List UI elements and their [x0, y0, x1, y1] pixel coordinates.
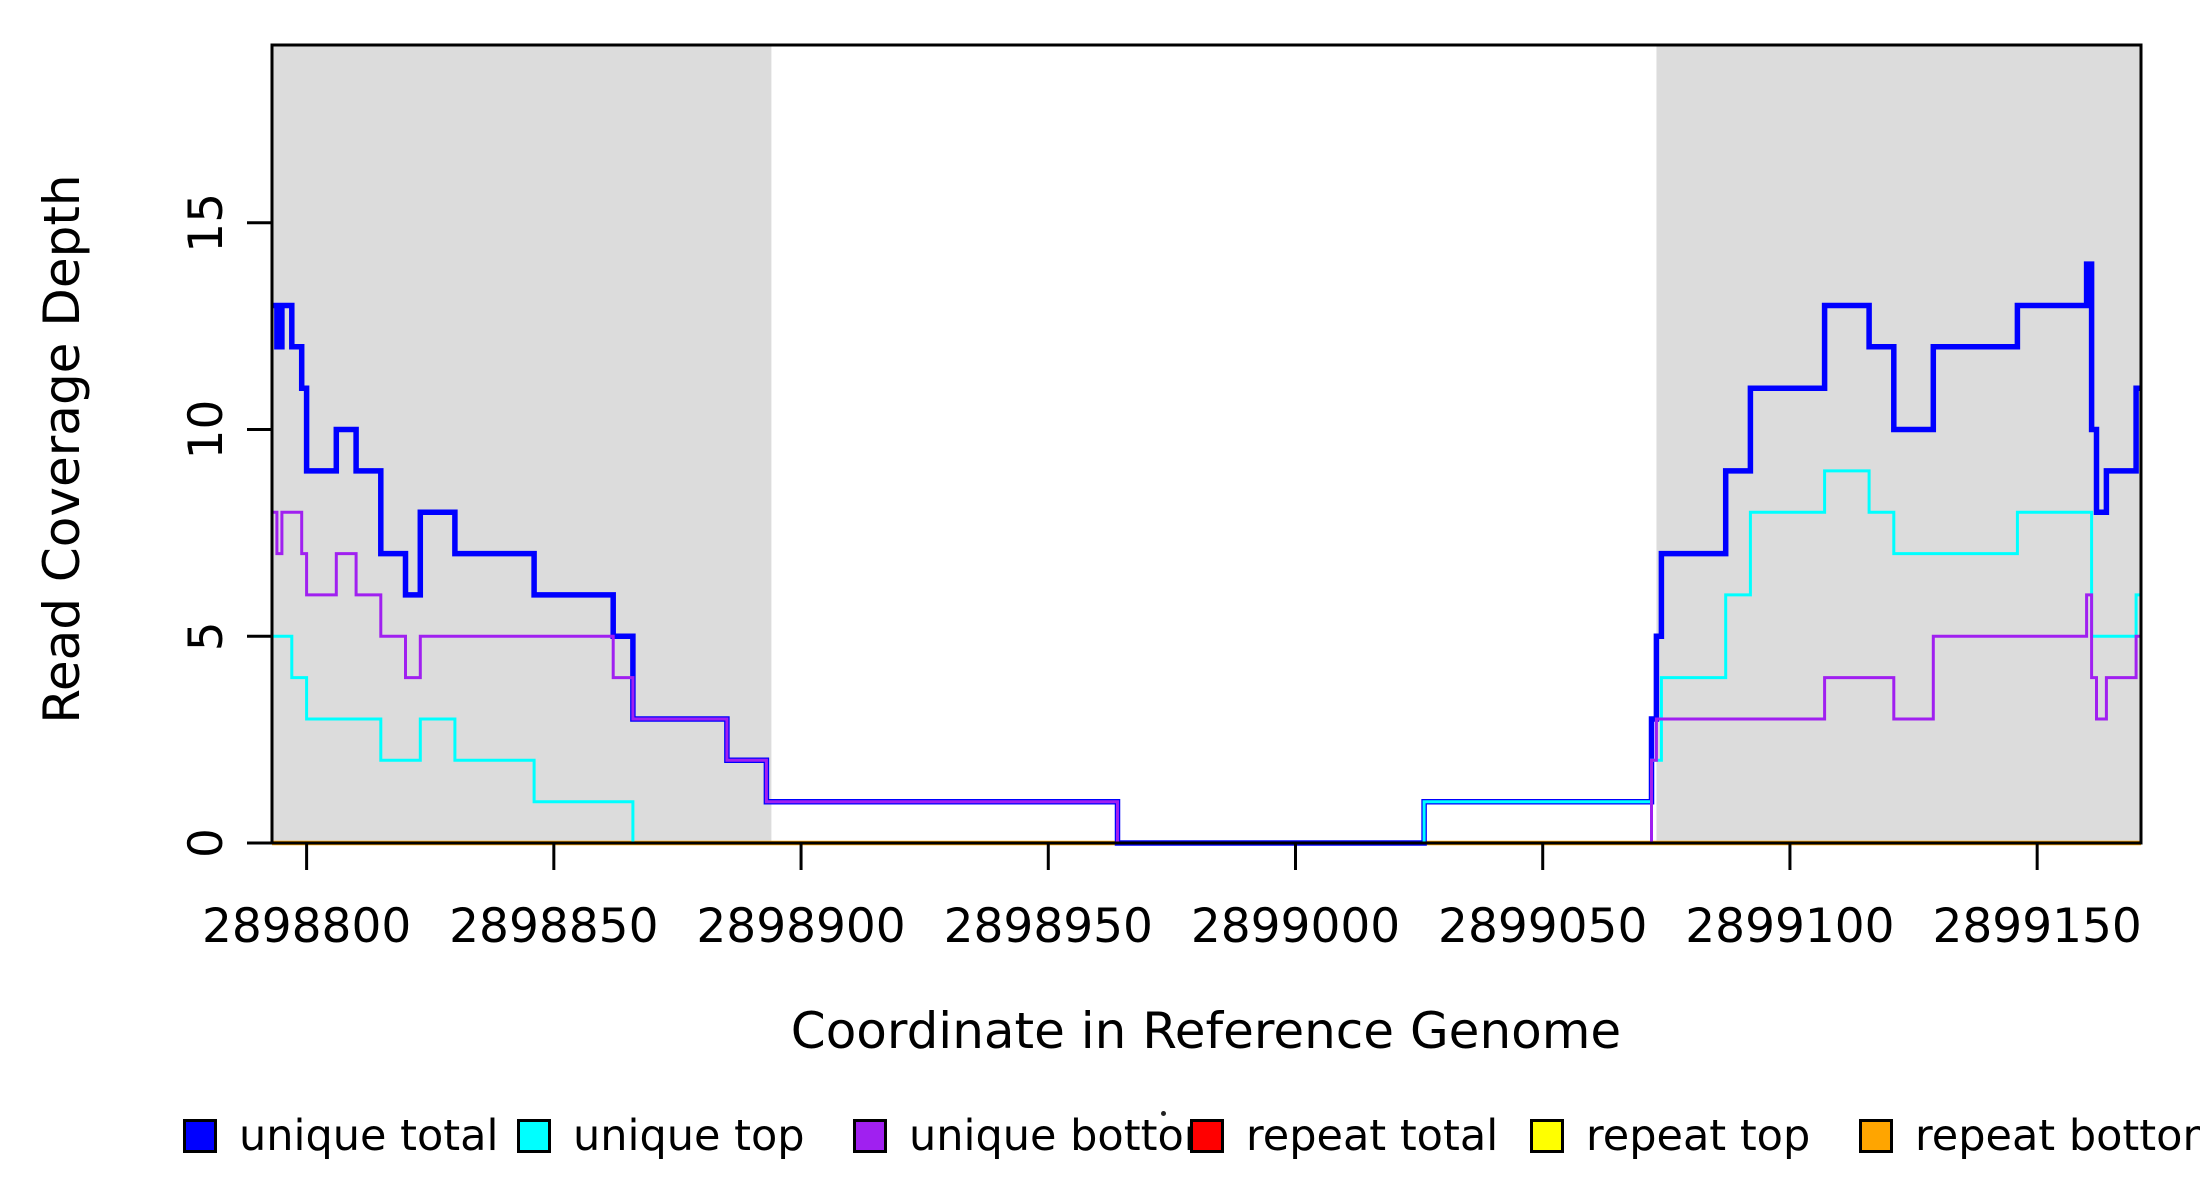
x-tick-label: 2899100 — [1685, 899, 1894, 954]
y-tick-label: 0 — [179, 828, 234, 858]
y-axis-title: Read Coverage Depth — [33, 69, 91, 829]
left-alignment-shade — [272, 45, 772, 843]
x-tick-label: 2899000 — [1191, 899, 1400, 954]
x-tick-label: 2898800 — [202, 899, 411, 954]
y-tick-label: 5 — [179, 621, 234, 651]
x-axis-title: Coordinate in Reference Genome — [0, 1002, 2200, 1060]
x-tick-label: 2899050 — [1438, 899, 1647, 954]
x-tick-label: 2898850 — [449, 899, 658, 954]
x-tick-label: 2898900 — [696, 899, 905, 954]
x-tick-label: 2899150 — [1933, 899, 2142, 954]
x-tick-label: 2898950 — [944, 899, 1153, 954]
x-axis-title-text: Coordinate in Reference Genome — [790, 1002, 1622, 1060]
y-tick-label: 10 — [179, 400, 234, 460]
plot-border — [270, 43, 2143, 845]
right-alignment-shade — [1656, 45, 2141, 843]
series-line-unique-bottom — [272, 510, 2141, 845]
y-axis-title-text: Read Coverage Depth — [33, 174, 91, 724]
y-tick-label: 15 — [179, 193, 234, 253]
